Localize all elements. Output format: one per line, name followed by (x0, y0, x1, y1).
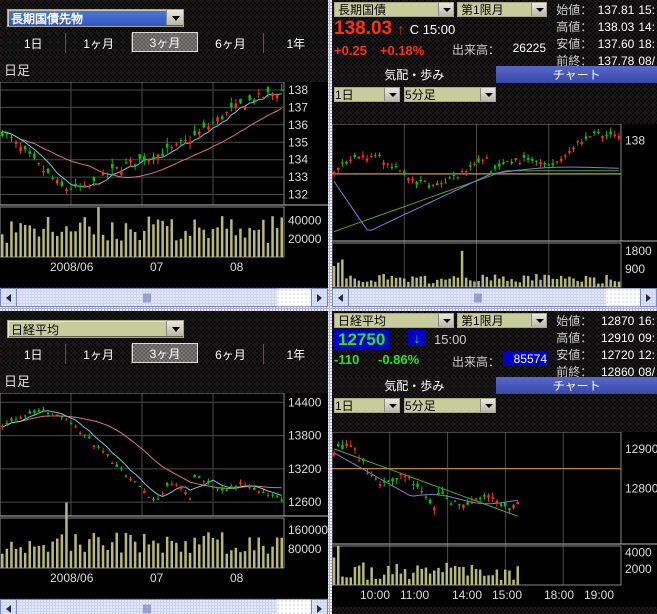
svg-text:08: 08 (230, 260, 244, 274)
svg-text:40000: 40000 (288, 214, 322, 228)
svg-text:12800: 12800 (625, 482, 657, 496)
svg-text:2000: 2000 (625, 562, 652, 576)
svg-text:18:00: 18:00 (544, 588, 574, 602)
svg-text:07: 07 (150, 571, 164, 585)
svg-text:135: 135 (288, 135, 308, 149)
svg-text:07: 07 (150, 260, 164, 274)
svg-text:13200: 13200 (288, 462, 322, 476)
svg-text:134: 134 (288, 153, 308, 167)
svg-text:19:00: 19:00 (584, 588, 614, 602)
svg-text:14:00: 14:00 (452, 588, 482, 602)
svg-text:20000: 20000 (288, 232, 322, 246)
svg-text:137: 137 (288, 100, 308, 114)
svg-text:08: 08 (230, 571, 244, 585)
svg-text:2008/06: 2008/06 (50, 260, 94, 274)
svg-text:133: 133 (288, 170, 308, 184)
svg-text:138: 138 (625, 134, 645, 148)
svg-text:13800: 13800 (288, 429, 322, 443)
svg-text:136: 136 (288, 118, 308, 132)
svg-text:4000: 4000 (625, 546, 652, 560)
svg-text:132: 132 (288, 188, 308, 202)
svg-text:11:00: 11:00 (400, 588, 429, 602)
svg-text:10:00: 10:00 (360, 588, 390, 602)
svg-text:1800: 1800 (625, 244, 652, 258)
svg-text:12900: 12900 (625, 442, 657, 456)
svg-text:14400: 14400 (288, 395, 322, 409)
svg-text:12600: 12600 (288, 495, 322, 509)
svg-text:15:00: 15:00 (492, 588, 522, 602)
svg-text:900: 900 (625, 262, 645, 276)
svg-text:80000: 80000 (288, 542, 322, 556)
svg-text:2008/06: 2008/06 (50, 571, 94, 585)
svg-text:160000: 160000 (288, 523, 328, 537)
svg-text:138: 138 (288, 83, 308, 97)
